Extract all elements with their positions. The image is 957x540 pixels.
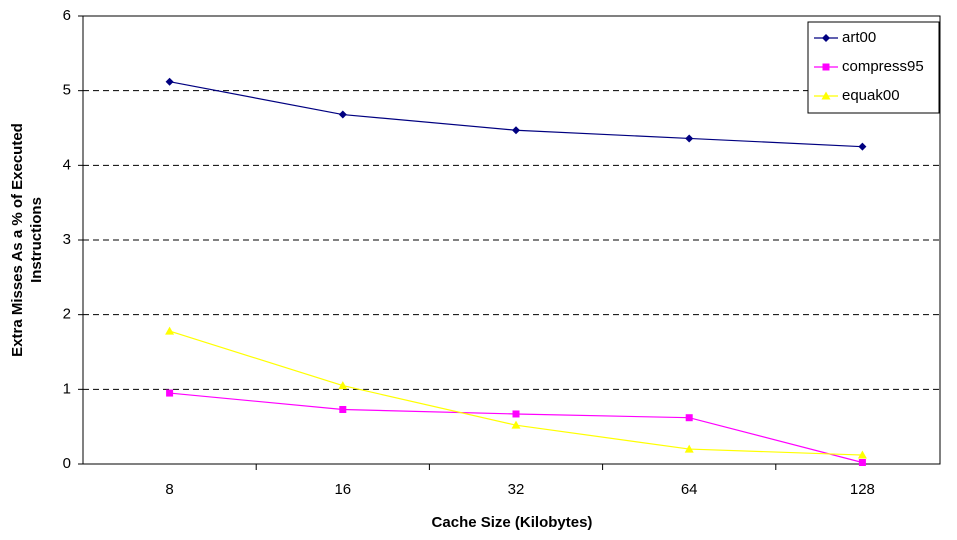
marker [165, 77, 174, 86]
marker [822, 34, 830, 42]
y-tick-label: 3 [63, 231, 71, 248]
x-axis-title: Cache Size (Kilobytes) [432, 514, 593, 531]
y-axis-title: Instructions [28, 197, 45, 283]
marker [685, 414, 693, 422]
x-tick-label: 128 [850, 481, 875, 498]
x-tick-label: 64 [681, 481, 698, 498]
marker [822, 63, 830, 71]
y-tick-label: 1 [63, 380, 71, 397]
x-tick-label: 32 [508, 481, 525, 498]
marker [858, 142, 867, 151]
y-tick-label: 2 [63, 306, 71, 323]
y-tick-label: 4 [63, 156, 71, 173]
marker [166, 389, 174, 397]
legend-label: compress95 [842, 58, 924, 75]
marker [684, 444, 694, 453]
y-tick-label: 0 [63, 455, 71, 472]
legend-label: art00 [842, 29, 876, 46]
y-tick-label: 5 [63, 82, 71, 99]
series-line [169, 81, 863, 148]
x-tick-label: 8 [165, 481, 173, 498]
x-tick-label: 16 [334, 481, 351, 498]
legend-label: equak00 [842, 87, 900, 104]
marker [165, 326, 175, 335]
series-line [169, 330, 863, 456]
marker [685, 134, 694, 143]
y-axis-title: Extra Misses As a % of Executed [9, 123, 26, 357]
marker [858, 459, 866, 467]
marker [511, 420, 521, 429]
marker [857, 450, 867, 459]
marker [339, 405, 347, 413]
marker [821, 91, 831, 100]
marker [338, 381, 348, 390]
y-tick-label: 6 [63, 7, 71, 24]
marker [338, 110, 347, 119]
marker [512, 126, 520, 135]
plot-frame [82, 15, 941, 465]
marker [512, 410, 520, 418]
